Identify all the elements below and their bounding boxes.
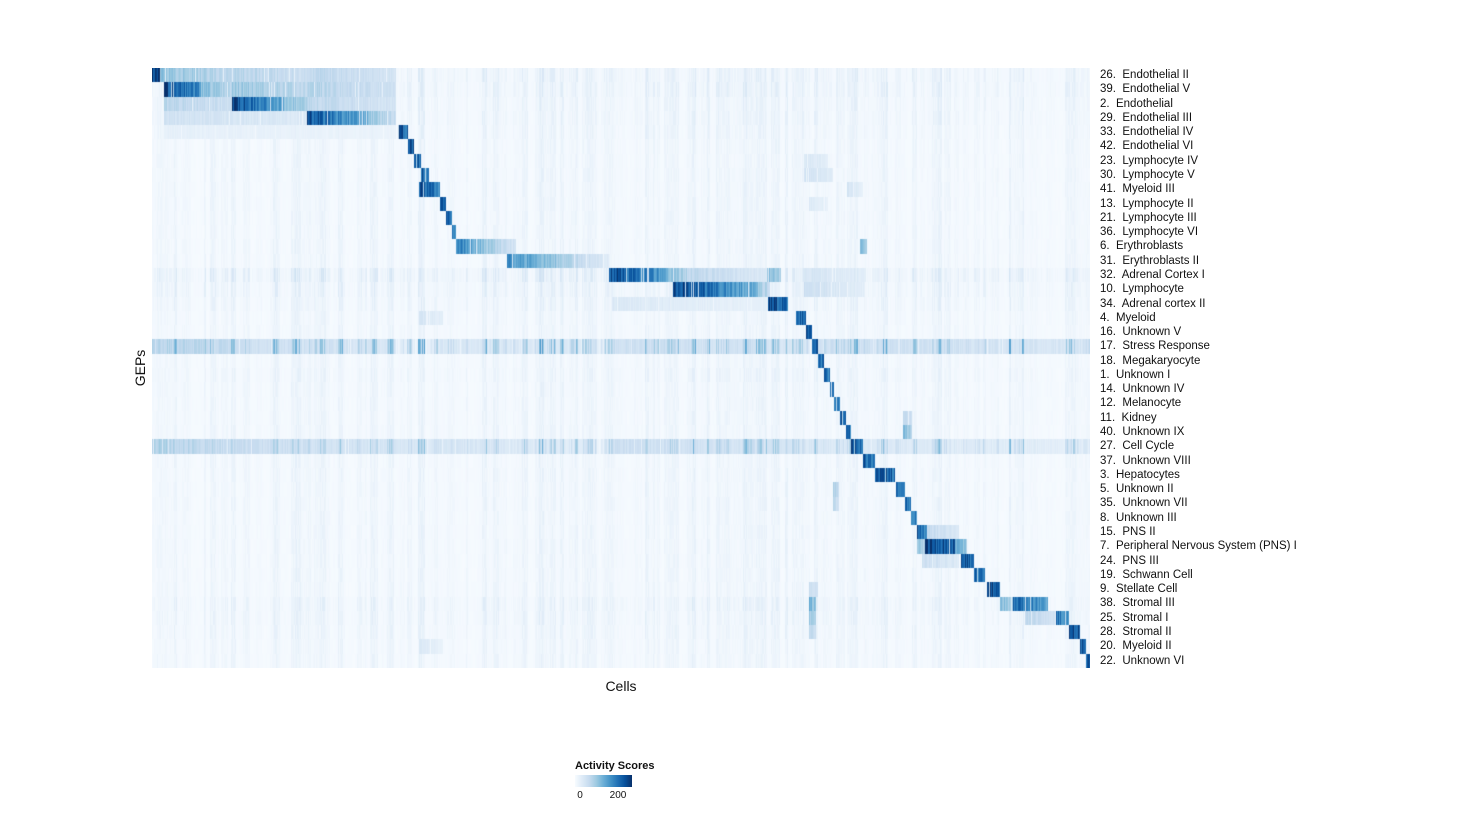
row-label: 30. Lymphocyte V bbox=[1100, 168, 1195, 181]
row-label: 15. PNS II bbox=[1100, 526, 1156, 538]
row-label: 23. Lymphocyte IV bbox=[1100, 154, 1199, 167]
row-label: 25. Stromal I bbox=[1100, 611, 1169, 624]
row-label: 37. Unknown VIII bbox=[1100, 454, 1191, 467]
row-label: 39. Endothelial V bbox=[1100, 83, 1191, 96]
row-label: 18. Megakaryocyte bbox=[1100, 354, 1201, 367]
row-label: 31. Erythroblasts II bbox=[1100, 254, 1200, 267]
row-label: 16. Unknown V bbox=[1100, 326, 1182, 339]
x-axis-label: Cells bbox=[605, 678, 637, 694]
row-label: 7. Peripheral Nervous System (PNS) I bbox=[1100, 540, 1297, 553]
row-label: 42. Endothelial VI bbox=[1100, 140, 1194, 153]
colorbar-tick-min: 0 bbox=[577, 790, 583, 801]
row-label: 20. Myeloid II bbox=[1100, 640, 1172, 653]
row-label: 10. Lymphocyte bbox=[1100, 283, 1184, 296]
row-label: 24. PNS III bbox=[1100, 554, 1159, 567]
row-label: 3. Hepatocytes bbox=[1100, 468, 1180, 481]
colorbar-title: Activity Scores bbox=[575, 760, 655, 772]
row-label: 26. Endothelial II bbox=[1100, 69, 1189, 81]
row-label: 33. Endothelial IV bbox=[1100, 126, 1194, 139]
row-label: 5. Unknown II bbox=[1100, 483, 1174, 496]
row-label: 41. Myeloid III bbox=[1100, 183, 1175, 196]
row-label: 14. Unknown IV bbox=[1100, 383, 1185, 396]
row-label: 27. Cell Cycle bbox=[1100, 440, 1175, 453]
row-labels: 26. Endothelial II 39. Endothelial V 2. En… bbox=[1100, 68, 1297, 668]
row-label: 35. Unknown VII bbox=[1100, 497, 1188, 510]
row-label: 38. Stromal III bbox=[1100, 597, 1175, 610]
row-label: 12. Melanocyte bbox=[1100, 397, 1182, 410]
row-label: 6. Erythroblasts bbox=[1100, 240, 1184, 253]
row-label: 22. Unknown VI bbox=[1100, 654, 1185, 667]
row-label: 8. Unknown III bbox=[1100, 511, 1177, 524]
colorbar-tick-max: 200 bbox=[609, 790, 627, 801]
row-label: 29. Endothelial III bbox=[1100, 111, 1193, 124]
row-label: 4. Myeloid bbox=[1100, 311, 1156, 324]
heatmap-canvas bbox=[152, 68, 1090, 668]
row-label: 1. Unknown I bbox=[1100, 368, 1171, 381]
row-label: 32. Adrenal Cortex I bbox=[1100, 268, 1205, 281]
row-label: 34. Adrenal cortex II bbox=[1100, 297, 1206, 310]
row-label: 13. Lymphocyte II bbox=[1100, 197, 1194, 210]
row-label: 21. Lymphocyte III bbox=[1100, 211, 1197, 224]
row-label: 11. Kidney bbox=[1100, 411, 1157, 424]
row-label: 40. Unknown IX bbox=[1100, 426, 1185, 439]
row-label: 28. Stromal II bbox=[1100, 625, 1172, 638]
y-axis-label: GEPs bbox=[132, 349, 148, 387]
row-label: 36. Lymphocyte VI bbox=[1100, 226, 1199, 239]
row-label: 9. Stellate Cell bbox=[1100, 583, 1178, 596]
colorbar-legend: Activity Scores 0 200 bbox=[575, 760, 695, 810]
colorbar-gradient bbox=[575, 775, 632, 787]
row-label: 2. Endothelial bbox=[1100, 97, 1173, 110]
row-label: 19. Schwann Cell bbox=[1100, 568, 1193, 581]
row-label: 17. Stress Response bbox=[1100, 340, 1210, 353]
